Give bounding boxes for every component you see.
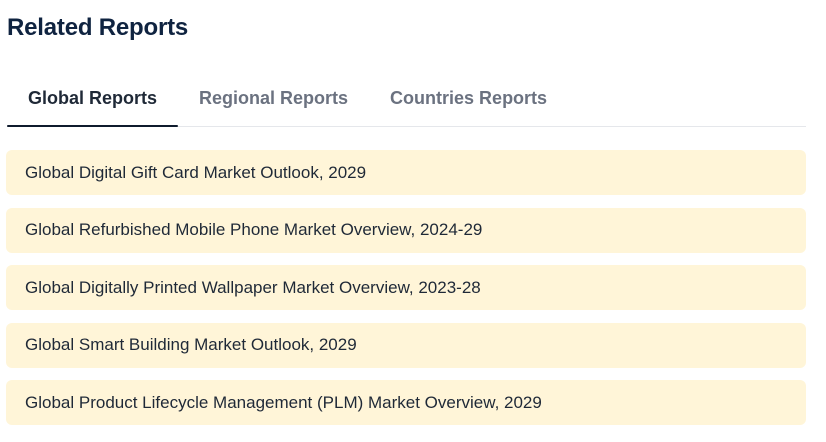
report-link-smart-building[interactable]: Global Smart Building Market Outlook, 20… xyxy=(6,322,806,368)
report-link-refurbished-mobile-phone[interactable]: Global Refurbished Mobile Phone Market O… xyxy=(6,207,806,253)
report-link-plm[interactable]: Global Product Lifecycle Management (PLM… xyxy=(6,380,806,425)
tab-global-reports[interactable]: Global Reports xyxy=(7,74,179,127)
report-link-digitally-printed-wallpaper[interactable]: Global Digitally Printed Wallpaper Marke… xyxy=(6,265,806,310)
section-title: Related Reports xyxy=(7,14,189,41)
report-link-digital-gift-card[interactable]: Global Digital Gift Card Market Outlook,… xyxy=(6,150,806,195)
tab-countries-reports[interactable]: Countries Reports xyxy=(390,88,548,108)
report-tabs: Global Reports Regional Reports Countrie… xyxy=(7,74,806,127)
tab-regional-reports[interactable]: Regional Reports xyxy=(199,88,349,108)
report-list: Global Digital Gift Card Market Outlook,… xyxy=(6,150,806,438)
